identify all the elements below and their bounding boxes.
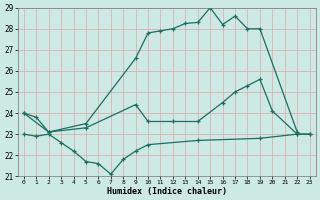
- X-axis label: Humidex (Indice chaleur): Humidex (Indice chaleur): [107, 187, 227, 196]
